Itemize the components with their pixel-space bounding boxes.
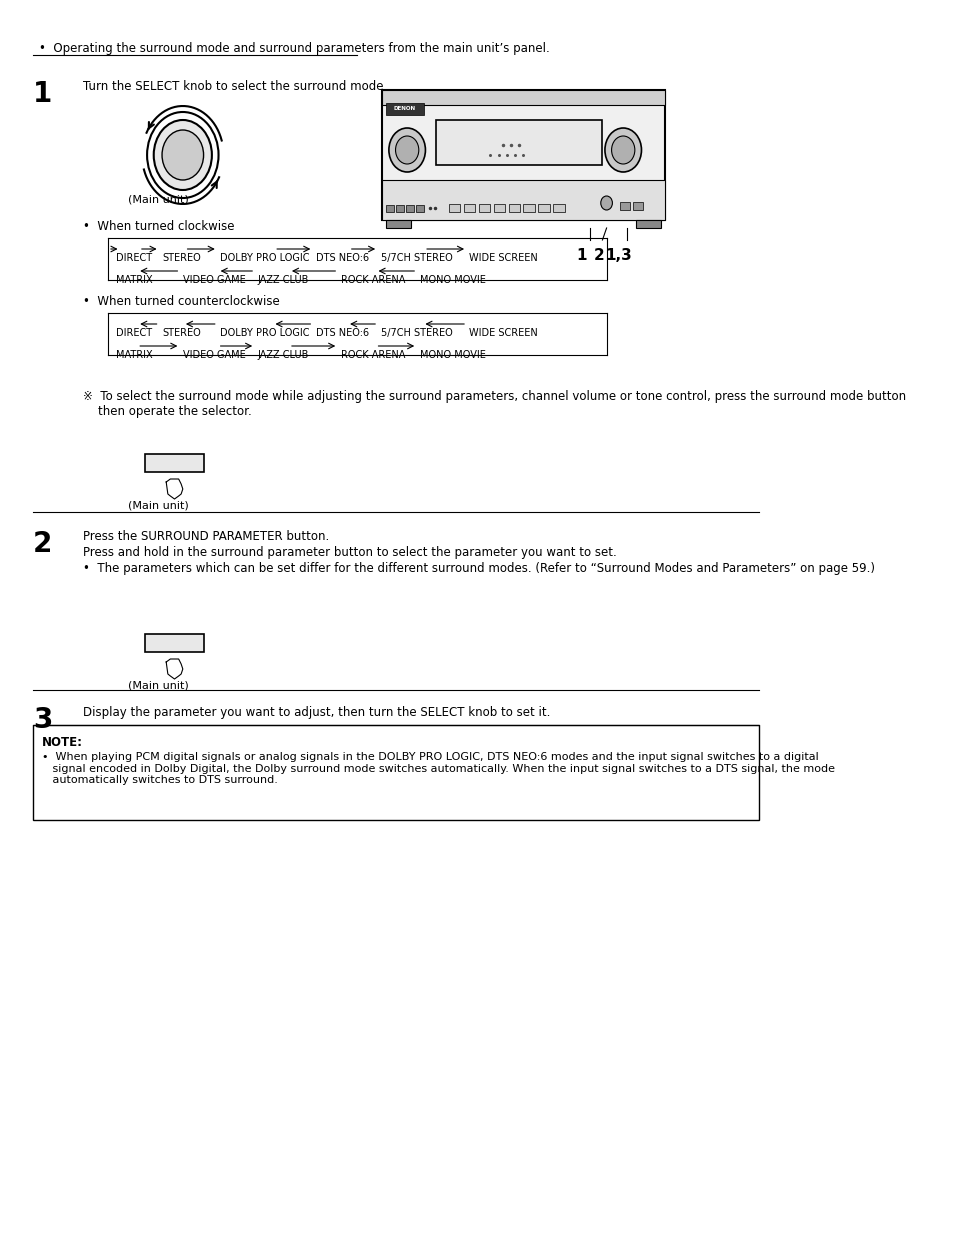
Text: •  When turned counterclockwise: • When turned counterclockwise bbox=[83, 294, 279, 308]
Bar bbox=[416, 205, 423, 212]
Bar bbox=[537, 204, 550, 212]
Bar bbox=[145, 454, 203, 473]
Text: DIRECT: DIRECT bbox=[116, 328, 152, 338]
Text: NOTE:: NOTE: bbox=[42, 736, 83, 748]
Bar bbox=[523, 204, 535, 212]
Text: MONO MOVIE: MONO MOVIE bbox=[419, 275, 485, 285]
Text: 1,3: 1,3 bbox=[604, 247, 631, 263]
Text: •  Operating the surround mode and surround parameters from the main unit’s pane: • Operating the surround mode and surrou… bbox=[39, 42, 549, 54]
Circle shape bbox=[162, 130, 203, 181]
Circle shape bbox=[395, 136, 418, 165]
Text: MONO MOVIE: MONO MOVIE bbox=[419, 350, 485, 360]
Text: VIDEO GAME: VIDEO GAME bbox=[183, 350, 245, 360]
Text: (Main unit): (Main unit) bbox=[128, 195, 188, 205]
Bar bbox=[448, 204, 460, 212]
Bar bbox=[386, 103, 423, 115]
Text: DOLBY PRO LOGIC: DOLBY PRO LOGIC bbox=[220, 328, 310, 338]
Text: •  When turned clockwise: • When turned clockwise bbox=[83, 220, 234, 233]
Text: 1: 1 bbox=[576, 247, 586, 263]
Bar bbox=[386, 220, 411, 228]
Text: 3: 3 bbox=[33, 706, 52, 734]
Text: DOLBY PRO LOGIC: DOLBY PRO LOGIC bbox=[220, 254, 310, 263]
Bar bbox=[635, 220, 659, 228]
Bar bbox=[395, 205, 403, 212]
Text: 5/7CH STEREO: 5/7CH STEREO bbox=[380, 328, 452, 338]
Bar bbox=[633, 202, 642, 210]
Text: Press and hold in the surround parameter button to select the parameter you want: Press and hold in the surround parameter… bbox=[83, 546, 617, 559]
Bar bbox=[386, 205, 394, 212]
Text: Press the SURROUND PARAMETER button.: Press the SURROUND PARAMETER button. bbox=[83, 529, 329, 543]
Text: Display the parameter you want to adjust, then turn the SELECT knob to set it.: Display the parameter you want to adjust… bbox=[83, 706, 550, 719]
Circle shape bbox=[604, 127, 640, 172]
Bar bbox=[619, 202, 629, 210]
Text: 2: 2 bbox=[593, 247, 604, 263]
Bar bbox=[406, 205, 414, 212]
Bar bbox=[493, 204, 505, 212]
Text: DIRECT: DIRECT bbox=[116, 254, 152, 263]
Circle shape bbox=[153, 120, 212, 190]
Text: STEREO: STEREO bbox=[162, 328, 200, 338]
Text: MATRIX: MATRIX bbox=[116, 350, 152, 360]
Text: 2: 2 bbox=[33, 529, 52, 558]
Circle shape bbox=[611, 136, 634, 165]
Bar bbox=[382, 181, 664, 220]
Text: JAZZ CLUB: JAZZ CLUB bbox=[257, 275, 309, 285]
FancyBboxPatch shape bbox=[33, 725, 759, 820]
Bar bbox=[553, 204, 564, 212]
Text: •  When playing PCM digital signals or analog signals in the DOLBY PRO LOGIC, DT: • When playing PCM digital signals or an… bbox=[42, 752, 834, 785]
Text: ROCK ARENA: ROCK ARENA bbox=[340, 350, 405, 360]
FancyBboxPatch shape bbox=[382, 90, 664, 220]
Text: DTS NEO:6: DTS NEO:6 bbox=[315, 254, 369, 263]
Text: WIDE SCREEN: WIDE SCREEN bbox=[469, 328, 537, 338]
Text: (Main unit): (Main unit) bbox=[128, 500, 188, 510]
Bar bbox=[145, 635, 203, 652]
Text: DENON: DENON bbox=[394, 106, 416, 111]
Text: WIDE SCREEN: WIDE SCREEN bbox=[469, 254, 537, 263]
Text: JAZZ CLUB: JAZZ CLUB bbox=[257, 350, 309, 360]
Text: 5/7CH STEREO: 5/7CH STEREO bbox=[380, 254, 452, 263]
Text: 1: 1 bbox=[33, 80, 52, 108]
Bar bbox=[478, 204, 490, 212]
Circle shape bbox=[389, 127, 425, 172]
Text: ROCK ARENA: ROCK ARENA bbox=[340, 275, 405, 285]
Text: ※  To select the surround mode while adjusting the surround parameters, channel : ※ To select the surround mode while adju… bbox=[83, 390, 905, 418]
Bar bbox=[436, 120, 601, 165]
Text: STEREO: STEREO bbox=[162, 254, 200, 263]
Text: VIDEO GAME: VIDEO GAME bbox=[183, 275, 245, 285]
Circle shape bbox=[600, 195, 612, 210]
Text: •  The parameters which can be set differ for the different surround modes. (Ref: • The parameters which can be set differ… bbox=[83, 562, 874, 575]
Bar bbox=[463, 204, 475, 212]
Text: (Main unit): (Main unit) bbox=[128, 680, 188, 690]
Text: MATRIX: MATRIX bbox=[116, 275, 152, 285]
Bar bbox=[508, 204, 519, 212]
Text: DTS NEO:6: DTS NEO:6 bbox=[315, 328, 369, 338]
Text: Turn the SELECT knob to select the surround mode.: Turn the SELECT knob to select the surro… bbox=[83, 80, 387, 93]
Bar bbox=[382, 90, 664, 105]
